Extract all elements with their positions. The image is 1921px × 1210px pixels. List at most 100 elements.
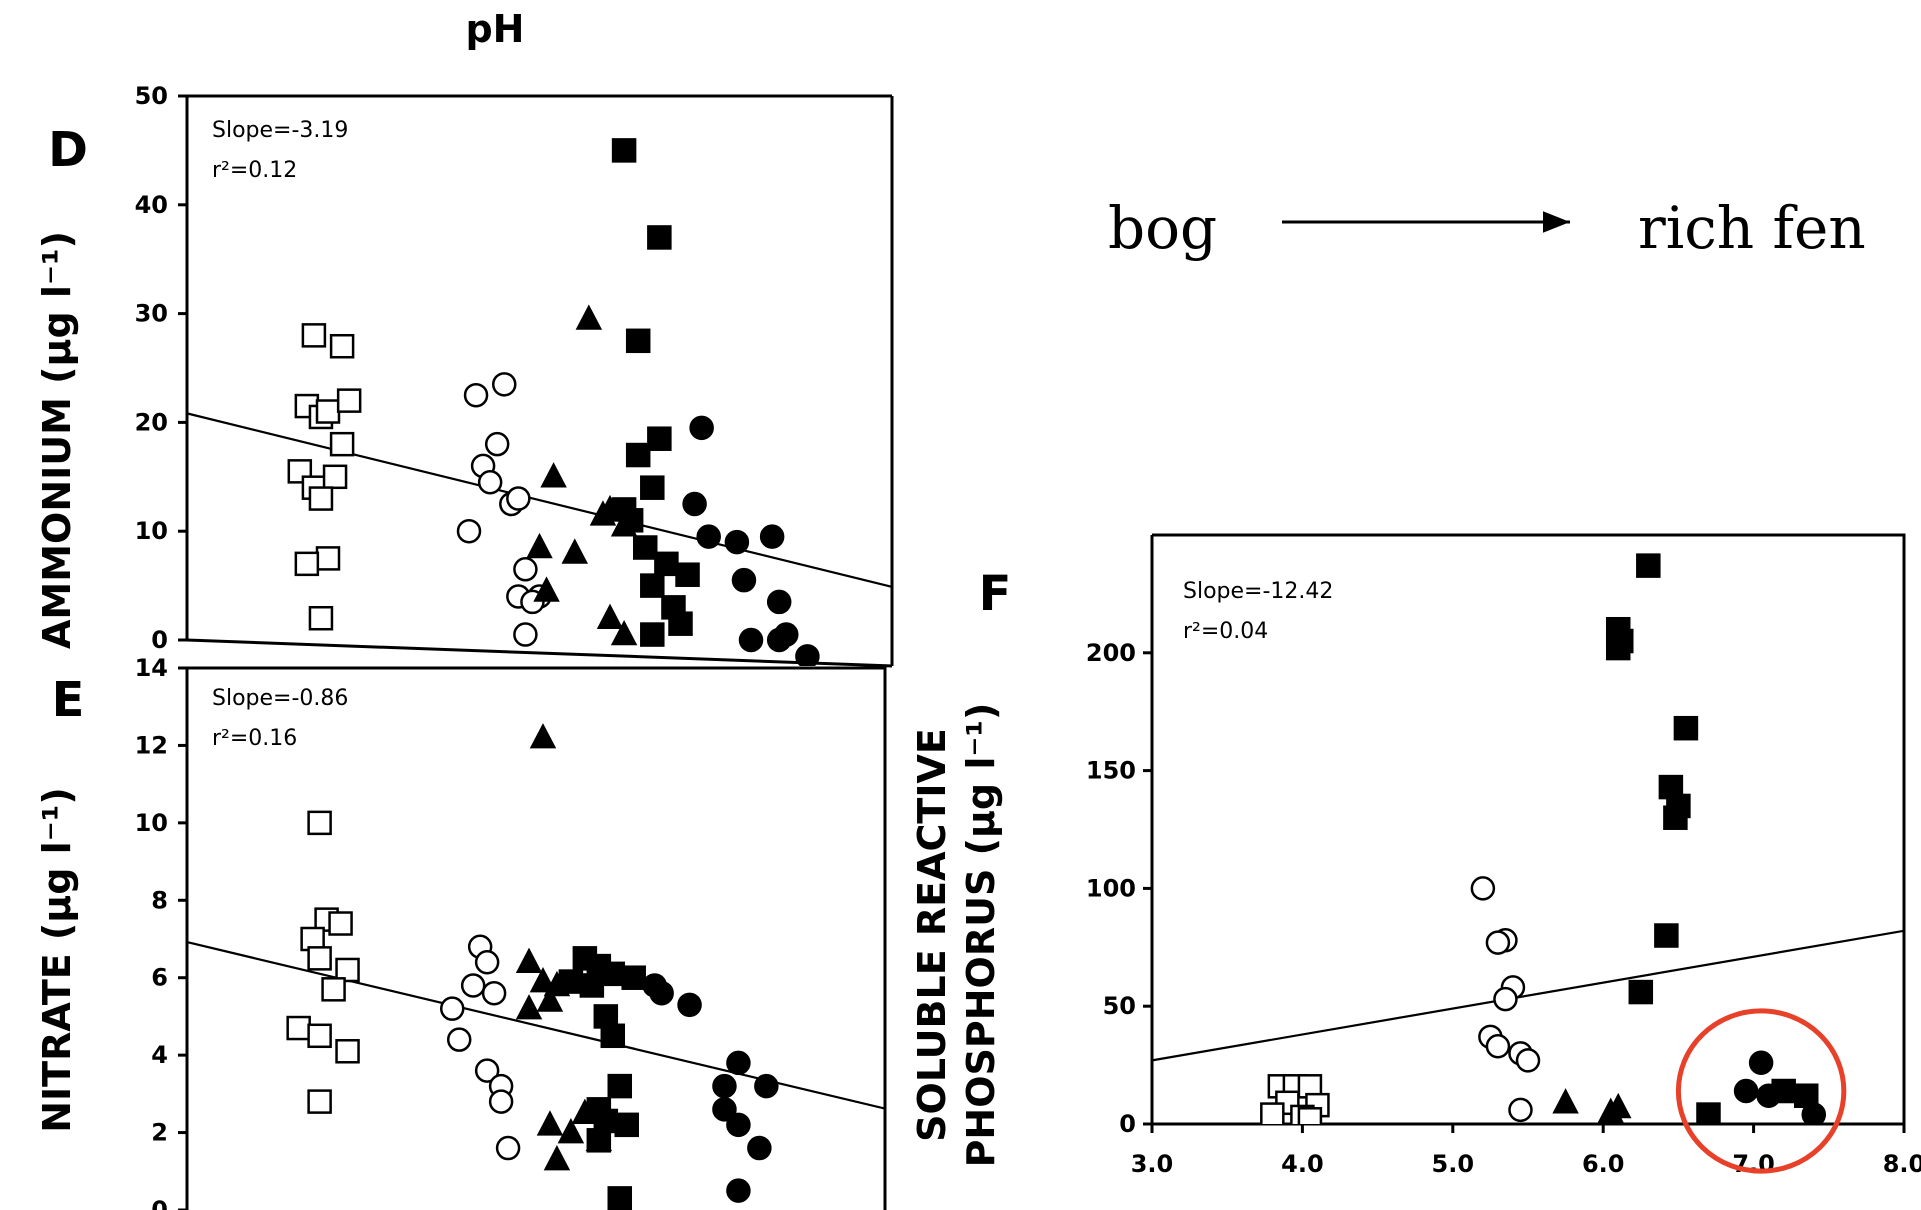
- transition-to-label: rich fen: [1638, 194, 1866, 262]
- filled-square-point: [668, 611, 693, 636]
- filled-circle-point: [726, 1112, 751, 1138]
- panel-e-letter: E: [52, 672, 85, 728]
- open-circle-point: [495, 1135, 521, 1161]
- open-square-point: [307, 810, 332, 836]
- filled-circle-point: [1733, 1078, 1759, 1104]
- panel-d-regression: [186, 412, 892, 588]
- panel-e-points: [286, 723, 779, 1210]
- filled-square-point: [607, 1073, 633, 1099]
- x-tick-label: 5.0: [1432, 1150, 1475, 1178]
- filled-square-point: [675, 562, 700, 587]
- filled-square-point: [579, 973, 605, 998]
- filled-square-point: [614, 1112, 639, 1138]
- open-square-point: [1260, 1102, 1285, 1124]
- y-tick-label: 6: [151, 964, 168, 992]
- open-square-point: [315, 546, 341, 571]
- y-tick-label: 2: [151, 1119, 168, 1147]
- filled-triangle-point: [540, 462, 567, 488]
- filled-square-point: [600, 961, 626, 987]
- y-tick-label: 200: [1086, 639, 1136, 667]
- filled-square-point: [640, 622, 665, 647]
- open-square-point: [335, 1039, 360, 1064]
- filled-triangle-point: [596, 603, 624, 629]
- y-tick-label: 12: [135, 731, 168, 759]
- panel-f-letter: F: [979, 566, 1012, 622]
- y-tick-label: 30: [135, 300, 168, 328]
- open-square-point: [336, 388, 362, 413]
- filled-circle-point: [747, 1135, 772, 1161]
- filled-triangle-point: [515, 994, 543, 1020]
- filled-triangle-point: [543, 1145, 571, 1171]
- filled-triangle-point: [536, 986, 564, 1012]
- panel-e: E NITRATE (µg l⁻¹) 0 2 4 6 8 10 12 14 Slope=-0.…: [35, 654, 887, 1210]
- open-circle-point: [1493, 986, 1518, 1012]
- panel-f-regression: [1151, 929, 1904, 1062]
- panel-d-letter: D: [48, 122, 88, 178]
- panel-d-ylabel: AMMONIUM (µg l⁻¹): [35, 231, 79, 649]
- open-circle-point: [477, 469, 503, 495]
- filled-circle-point: [696, 524, 721, 549]
- filled-square-point: [607, 1186, 633, 1210]
- filled-triangle-point: [561, 538, 588, 564]
- filled-square-point: [1605, 635, 1631, 661]
- open-circle-point: [1470, 876, 1496, 901]
- open-square-point: [294, 551, 320, 577]
- filled-square-point: [1696, 1102, 1721, 1124]
- panel-d: D AMMONIUM (µg l⁻¹) 0 10 20 30 40 50 Slope=-3…: [35, 82, 894, 668]
- panel-d-ticks: 0 10 20 30 40 50: [135, 82, 187, 654]
- filled-triangle-point: [529, 723, 557, 749]
- filled-circle-point: [738, 627, 764, 653]
- filled-square-point: [586, 1128, 612, 1153]
- filled-square-point: [621, 965, 646, 990]
- panel-f-highlight-ellipse: [1675, 1008, 1847, 1174]
- panel-d-points: [287, 138, 820, 666]
- filled-square-point: [600, 1023, 626, 1049]
- open-circle-point: [474, 1058, 500, 1083]
- panel-f-ticks: 0 50 100 150 200 3.0 4.0 5.0 6.0 7.0 8.0: [1086, 639, 1921, 1178]
- open-square-point: [322, 464, 348, 490]
- filled-circle-point: [754, 1073, 779, 1099]
- y-tick-label: 14: [135, 654, 168, 682]
- filled-square-point: [625, 328, 651, 354]
- open-circle-point: [463, 382, 489, 408]
- open-square-point: [335, 957, 360, 983]
- filled-triangle-point: [526, 532, 553, 559]
- filled-circle-point: [712, 1073, 737, 1099]
- filled-circle-point: [649, 980, 674, 1006]
- panel-e-stat-slope: Slope=-0.86: [212, 686, 348, 711]
- x-tick-label: 3.0: [1131, 1150, 1174, 1178]
- open-circle-point: [513, 622, 538, 647]
- filled-circle-point: [677, 992, 702, 1018]
- open-circle-point: [1485, 930, 1511, 955]
- panel-d-stat-slope: Slope=-3.19: [212, 118, 348, 143]
- filled-triangle-point: [1605, 1092, 1632, 1119]
- filled-triangle-point: [575, 304, 603, 330]
- panel-e-frame: [185, 666, 887, 1210]
- y-tick-label: 0: [151, 626, 168, 654]
- y-tick-label: 0: [1119, 1110, 1136, 1138]
- open-square-point: [328, 911, 353, 936]
- y-tick-label: 20: [135, 408, 168, 436]
- filled-square-point: [647, 426, 672, 451]
- filled-circle-point: [766, 589, 792, 615]
- open-circle-point: [439, 996, 465, 1021]
- filled-square-point: [640, 573, 665, 598]
- open-square-point: [307, 1089, 332, 1114]
- filled-square-point: [1636, 553, 1661, 578]
- open-circle-point: [1508, 1097, 1533, 1123]
- open-square-point: [329, 431, 355, 457]
- y-tick-label: 50: [135, 82, 168, 110]
- filled-circle-point: [682, 491, 707, 517]
- panel-d-x-baseline: [186, 638, 893, 668]
- open-square-point: [1297, 1107, 1323, 1124]
- panel-f-points: [1260, 553, 1827, 1124]
- filled-triangle-point: [529, 966, 557, 993]
- open-square-point: [329, 333, 355, 359]
- panel-d-frame: [185, 94, 894, 666]
- y-tick-label: 100: [1086, 874, 1136, 902]
- filled-square-point: [625, 442, 651, 468]
- open-circle-point: [492, 372, 517, 397]
- regression-line: [186, 412, 892, 588]
- panel-e-ticks: 0 2 4 6 8 10 12 14: [135, 654, 187, 1210]
